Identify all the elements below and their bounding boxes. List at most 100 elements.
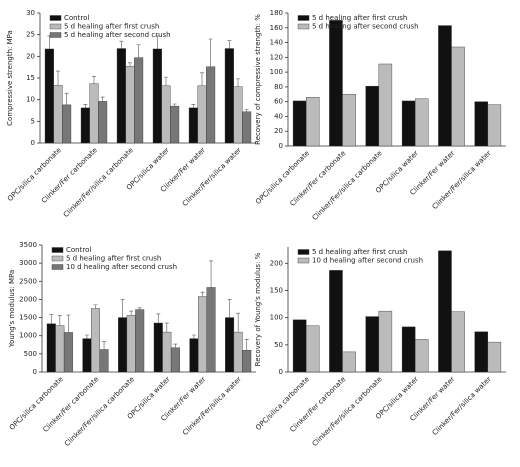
bar bbox=[118, 317, 128, 373]
y-axis-label: Compressive strength: MPa bbox=[6, 30, 14, 126]
y-tick-label: 500 bbox=[24, 350, 37, 358]
y-tick-label: 20 bbox=[26, 52, 35, 60]
y-tick-label: 0 bbox=[33, 368, 37, 376]
bar bbox=[80, 107, 90, 144]
error-bar bbox=[84, 334, 89, 339]
bar bbox=[487, 341, 502, 373]
bar bbox=[188, 107, 198, 144]
bar bbox=[44, 48, 54, 144]
error-bar bbox=[92, 75, 96, 84]
legend-swatch bbox=[49, 15, 62, 21]
bar bbox=[401, 326, 416, 373]
error-bar bbox=[64, 92, 69, 105]
bar bbox=[438, 25, 452, 147]
error-bar bbox=[56, 70, 60, 86]
legend-label: 5 d healing after first crush bbox=[64, 23, 159, 31]
error-bar bbox=[227, 40, 232, 49]
x-tick-label: Clinker/Fer/silica water bbox=[181, 375, 243, 437]
y-tick-label: 3500 bbox=[19, 241, 37, 249]
bar bbox=[378, 310, 393, 373]
bar bbox=[225, 317, 235, 373]
error-bar bbox=[128, 62, 132, 67]
legend-label: Control bbox=[64, 14, 89, 22]
bar bbox=[170, 347, 180, 373]
error-bar bbox=[227, 299, 232, 318]
bar bbox=[99, 349, 109, 373]
y-tick-label: 200 bbox=[270, 259, 283, 267]
error-bar bbox=[47, 35, 52, 49]
bar bbox=[329, 20, 343, 147]
legend-label: 5 d healing after first crush bbox=[312, 14, 407, 22]
bar bbox=[116, 48, 126, 144]
error-bar bbox=[137, 307, 142, 310]
bar bbox=[63, 332, 73, 373]
y-tick-label: 5 bbox=[31, 117, 35, 125]
legend-label: 10 d healing after second crush bbox=[312, 257, 423, 265]
bar bbox=[55, 325, 65, 373]
bar bbox=[342, 94, 356, 147]
error-bar bbox=[164, 76, 168, 86]
bar bbox=[414, 339, 429, 373]
y-tick-label: 40 bbox=[274, 112, 283, 120]
legend-label: 5 d healing after first crush bbox=[312, 248, 407, 256]
y-tick-label: 150 bbox=[270, 286, 283, 294]
x-tick-label: Clinker/Fer/silica carbonate bbox=[63, 375, 136, 448]
y-tick-label: 2000 bbox=[19, 295, 37, 303]
y-axis-label: Recovery of compressive strength: % bbox=[254, 14, 262, 145]
x-tick-label: Clinker/Fer/silica water bbox=[431, 149, 493, 211]
legend-swatch bbox=[297, 257, 310, 264]
bar bbox=[487, 104, 502, 147]
y-tick-label: 100 bbox=[270, 314, 283, 322]
bar bbox=[401, 100, 416, 147]
y-tick-label: 1500 bbox=[19, 314, 37, 322]
legend-swatch bbox=[297, 15, 310, 21]
error-bar bbox=[129, 310, 134, 316]
bar bbox=[305, 97, 320, 147]
y-tick-label: 180 bbox=[270, 9, 283, 17]
error-bar bbox=[236, 312, 241, 333]
y-tick-label: 20 bbox=[274, 127, 283, 135]
legend-swatch bbox=[49, 23, 62, 30]
bar bbox=[378, 63, 393, 147]
error-bar bbox=[244, 339, 249, 351]
legend-swatch bbox=[51, 255, 64, 262]
bar bbox=[233, 86, 243, 144]
bar bbox=[365, 316, 380, 373]
error-bar bbox=[102, 341, 107, 350]
legend-label: Control bbox=[66, 246, 91, 254]
error-bar bbox=[100, 96, 105, 102]
error-bar bbox=[200, 291, 205, 297]
y-tick-label: 10 bbox=[26, 96, 35, 104]
error-bar bbox=[173, 343, 178, 348]
legend-label: 5 d healing after first crush bbox=[66, 255, 161, 263]
bar bbox=[134, 57, 144, 144]
bar bbox=[242, 111, 252, 144]
y-tick-label: 3000 bbox=[19, 259, 37, 267]
legend-swatch bbox=[297, 249, 310, 255]
y-tick-label: 0 bbox=[279, 368, 283, 376]
bar bbox=[365, 85, 380, 147]
error-bar bbox=[49, 314, 54, 324]
bar bbox=[206, 66, 216, 144]
error-bar bbox=[236, 78, 240, 87]
bar bbox=[224, 48, 234, 144]
bar bbox=[329, 270, 343, 373]
bar bbox=[161, 85, 171, 144]
error-bar bbox=[156, 313, 161, 324]
error-bar bbox=[200, 72, 204, 86]
bar bbox=[305, 325, 320, 373]
legend-label: 5 d healing after second crush bbox=[64, 31, 171, 39]
x-tick-label: Clinker/Fer/silica carbonate bbox=[311, 149, 384, 222]
x-tick-label: Clinker/Fer/silica carbonate bbox=[311, 375, 384, 448]
error-bar bbox=[208, 38, 213, 67]
bar bbox=[292, 319, 307, 373]
chart-panel: 0 50 100 150 200 Recovery of Young's modulus:… bbox=[254, 247, 506, 448]
x-tick-label: Clinker/Fer/silica carbonate bbox=[62, 146, 135, 219]
bar bbox=[414, 98, 429, 147]
y-tick-label: 80 bbox=[274, 83, 283, 91]
bar bbox=[438, 250, 452, 373]
legend-swatch bbox=[49, 32, 62, 38]
y-axis-label: Recovery of Young's modulus: % bbox=[254, 252, 262, 366]
y-tick-label: 50 bbox=[274, 341, 283, 349]
